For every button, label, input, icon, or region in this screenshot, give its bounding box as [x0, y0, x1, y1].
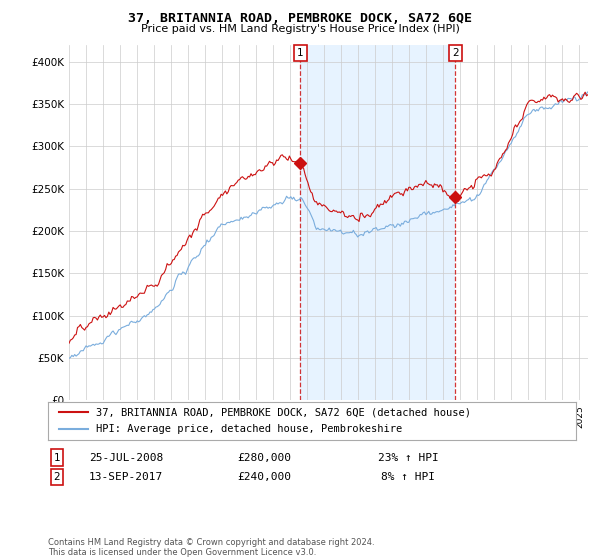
Text: 8% ↑ HPI: 8% ↑ HPI: [381, 472, 435, 482]
Text: 13-SEP-2017: 13-SEP-2017: [89, 472, 163, 482]
Text: 37, BRITANNIA ROAD, PEMBROKE DOCK, SA72 6QE (detached house): 37, BRITANNIA ROAD, PEMBROKE DOCK, SA72 …: [95, 407, 470, 417]
Bar: [300, 45, 455, 400]
Text: 23% ↑ HPI: 23% ↑ HPI: [377, 452, 439, 463]
Text: £240,000: £240,000: [237, 472, 291, 482]
Text: HPI: Average price, detached house, Pembrokeshire: HPI: Average price, detached house, Pemb…: [95, 424, 402, 434]
Text: 1: 1: [297, 48, 304, 58]
Text: Price paid vs. HM Land Registry's House Price Index (HPI): Price paid vs. HM Land Registry's House …: [140, 24, 460, 34]
Text: 2: 2: [452, 48, 459, 58]
Text: £280,000: £280,000: [237, 452, 291, 463]
Text: Contains HM Land Registry data © Crown copyright and database right 2024.
This d: Contains HM Land Registry data © Crown c…: [48, 538, 374, 557]
Text: 37, BRITANNIA ROAD, PEMBROKE DOCK, SA72 6QE: 37, BRITANNIA ROAD, PEMBROKE DOCK, SA72 …: [128, 12, 472, 25]
Text: 2: 2: [53, 472, 61, 482]
Text: 25-JUL-2008: 25-JUL-2008: [89, 452, 163, 463]
Text: 1: 1: [53, 452, 61, 463]
